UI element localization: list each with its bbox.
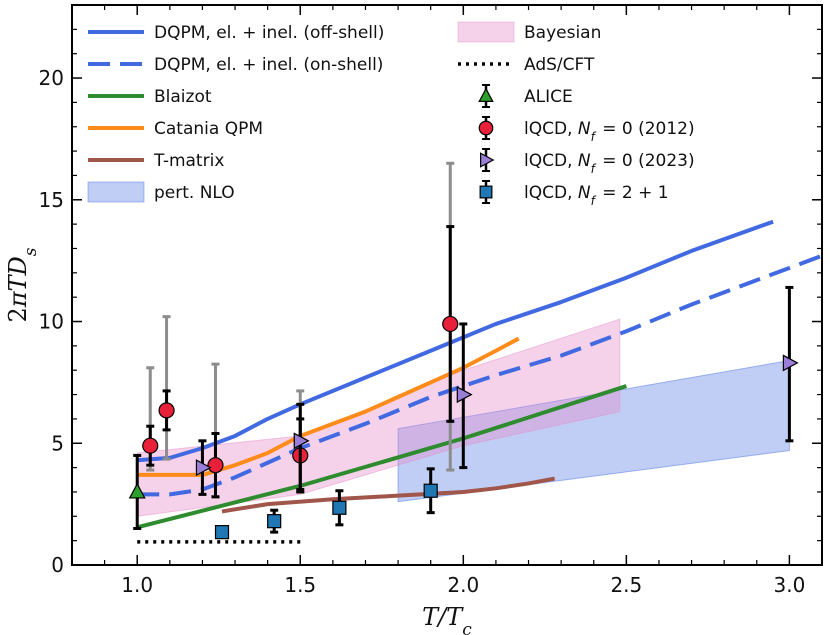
- series-points-lqcd-n-f-0-2023: [195, 285, 799, 496]
- legend-label: Catania QPM: [154, 119, 263, 139]
- legend-marker: [478, 120, 494, 136]
- legend-marker: [480, 152, 495, 168]
- legend-label: DQPM, el. + inel. (on-shell): [154, 55, 383, 75]
- y-tick-label: 5: [51, 431, 64, 455]
- legend-label: ALICE: [524, 87, 573, 107]
- x-tick-label: 2.5: [610, 573, 642, 597]
- y-tick-label: 15: [39, 188, 64, 212]
- legend-item-dqpm-el-inel-on-shell: DQPM, el. + inel. (on-shell): [88, 55, 383, 75]
- legend-item-lqcd-n-f-0-2023: lQCD, Nf = 0 (2023): [480, 148, 695, 176]
- data-point: [142, 437, 159, 454]
- legend-label: Blaizot: [154, 87, 212, 107]
- legend-label: pert. NLO: [154, 183, 235, 203]
- data-point: [456, 386, 473, 404]
- legend-item-dqpm-el-inel-off-shell: DQPM, el. + inel. (off-shell): [88, 23, 384, 43]
- y-tick-label: 20: [39, 66, 64, 90]
- legend-marker: [478, 87, 494, 103]
- x-axis-label: T/Tc: [422, 603, 472, 635]
- y-tick-label: 10: [39, 310, 64, 334]
- legend-item-lqcd-n-f-0-2012: lQCD, Nf = 0 (2012): [478, 116, 695, 144]
- legend-swatch: [87, 181, 145, 203]
- legend-item-catania-qpm: Catania QPM: [88, 119, 263, 139]
- data-point: [207, 457, 224, 474]
- legend-label: lQCD, Nf = 2 + 1: [524, 183, 669, 208]
- data-point: [267, 514, 282, 529]
- y-tick-label: 0: [51, 553, 64, 577]
- plot-frame: [71, 4, 823, 566]
- data-point: [782, 354, 799, 372]
- legend-item-lqcd-n-f-2-1: lQCD, Nf = 2 + 1: [479, 180, 669, 208]
- series-line-dqpm-el-inel-on-shell: [137, 253, 823, 497]
- legend-item-alice: ALICE: [478, 84, 573, 108]
- legend-item-ads-cft: AdS/CFT: [458, 55, 595, 75]
- legend-label: Bayesian: [524, 23, 601, 43]
- data-point: [195, 459, 212, 477]
- data-point: [442, 315, 459, 333]
- legend-item-pert-nlo: pert. NLO: [87, 181, 235, 203]
- x-tick-label: 1.5: [284, 573, 316, 597]
- points-layer: [128, 161, 799, 540]
- legend-label: AdS/CFT: [524, 55, 595, 75]
- legend-label: lQCD, Nf = 0 (2012): [524, 119, 695, 144]
- legend: DQPM, el. + inel. (off-shell) DQPM, el. +…: [87, 21, 695, 208]
- x-tick-label: 3.0: [773, 573, 805, 597]
- band-pert-nlo: [397, 359, 790, 503]
- sys-error-bar: [162, 315, 171, 461]
- x-tick-label: 1.0: [121, 573, 153, 597]
- y-axis-label: 2πTDs: [4, 247, 41, 322]
- data-point: [423, 483, 438, 498]
- data-point: [332, 500, 347, 515]
- series-line-blaizot: [136, 384, 627, 530]
- legend-label: DQPM, el. + inel. (off-shell): [154, 23, 384, 43]
- data-point: [158, 402, 175, 419]
- data-point: [214, 525, 230, 540]
- legend-item-t-matrix: T-matrix: [88, 151, 224, 171]
- legend-swatch: [457, 21, 515, 43]
- axes-layer: 1.0 1.5 2.0 2.5 3.0 0 5 10 15 20 T/Tc 2πTDs: [4, 4, 823, 635]
- data-point: [128, 482, 146, 499]
- series-points-alice: [128, 453, 146, 530]
- x-tick-label: 2.0: [447, 573, 479, 597]
- legend-item-bayesian: Bayesian: [457, 21, 601, 43]
- legend-label: lQCD, Nf = 0 (2023): [524, 151, 695, 176]
- error-bar: [296, 402, 305, 492]
- legend-item-blaizot: Blaizot: [88, 87, 212, 107]
- legend-marker: [479, 185, 493, 199]
- data-point: [293, 432, 310, 450]
- series-points-lqcd-n-f-2-1: [214, 467, 438, 540]
- legend-label: T-matrix: [153, 151, 224, 171]
